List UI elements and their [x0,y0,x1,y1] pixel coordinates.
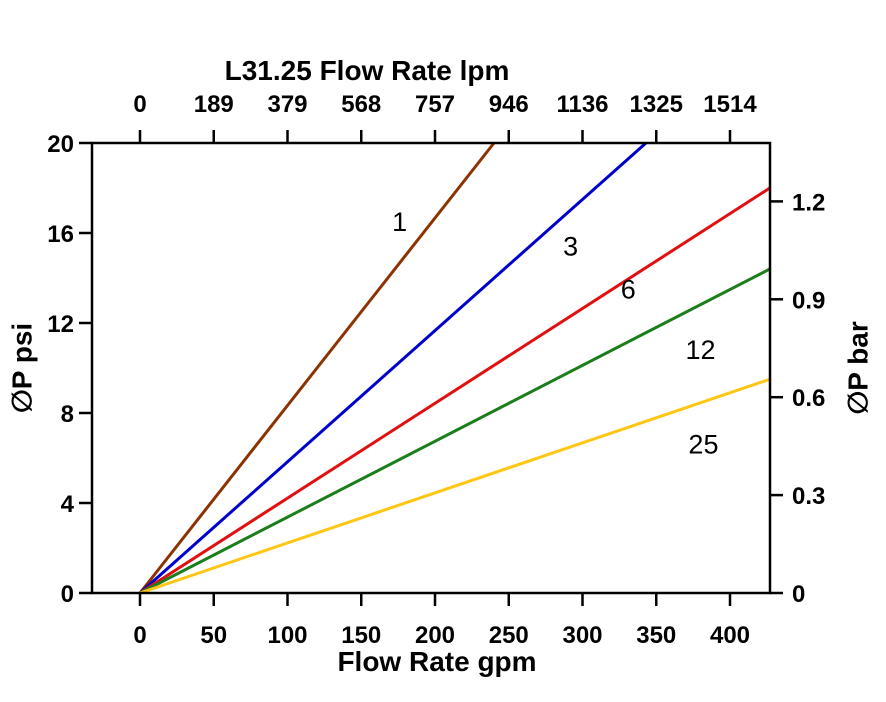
y-tick-label-right: 0.9 [792,287,825,314]
x-tick-label-top: 757 [415,91,455,118]
chart-title: L31.25 Flow Rate lpm [224,55,510,86]
series-label-3: 3 [563,232,578,262]
series-line-6 [139,186,771,595]
x-tick-label-bottom: 250 [489,622,529,649]
x-tick-label-top: 1136 [556,91,608,118]
y-tick-label-left: 0 [61,581,74,608]
y-axis-label-right: ∅P bar [842,321,874,415]
x-tick-label-bottom: 50 [200,622,227,649]
x-tick-label-bottom: 350 [636,622,676,649]
y-tick-label-left: 12 [47,311,74,338]
series-label-6: 6 [621,274,636,304]
x-tick-label-bottom: 150 [341,622,381,649]
series-line-25 [139,377,771,595]
x-tick-label-top: 0 [133,91,146,118]
series-line-12 [139,267,771,595]
x-tick-label-bottom: 400 [710,622,750,649]
x-axis-label-bottom: Flow Rate gpm [337,646,537,677]
series-label-25: 25 [688,430,718,460]
x-tick-label-top: 379 [267,91,307,118]
series-line-3 [139,141,647,595]
series-label-1: 1 [392,207,407,237]
y-tick-label-right: 0 [792,581,805,608]
y-tick-label-left: 8 [61,401,74,428]
x-tick-label-bottom: 0 [133,622,146,649]
series-label-12: 12 [685,335,715,365]
y-tick-label-right: 0.6 [792,385,825,412]
y-tick-label-left: 16 [47,221,74,248]
y-axis-label-left: ∅P psi [6,322,38,414]
y-tick-label-left: 4 [61,491,75,518]
x-tick-label-top: 946 [489,91,529,118]
x-tick-label-bottom: 200 [415,622,455,649]
x-tick-label-bottom: 300 [562,622,602,649]
x-tick-label-top: 1325 [630,91,683,118]
x-tick-label-bottom: 100 [267,622,307,649]
y-tick-label-right: 0.3 [792,483,825,510]
y-tick-label-right: 1.2 [792,189,825,216]
series-line-1 [138,142,496,594]
plot-border [90,141,772,595]
x-tick-label-top: 189 [194,91,234,118]
y-tick-label-left: 20 [47,131,74,158]
x-tick-label-top: 568 [341,91,381,118]
x-tick-label-top: 1514 [703,91,757,118]
